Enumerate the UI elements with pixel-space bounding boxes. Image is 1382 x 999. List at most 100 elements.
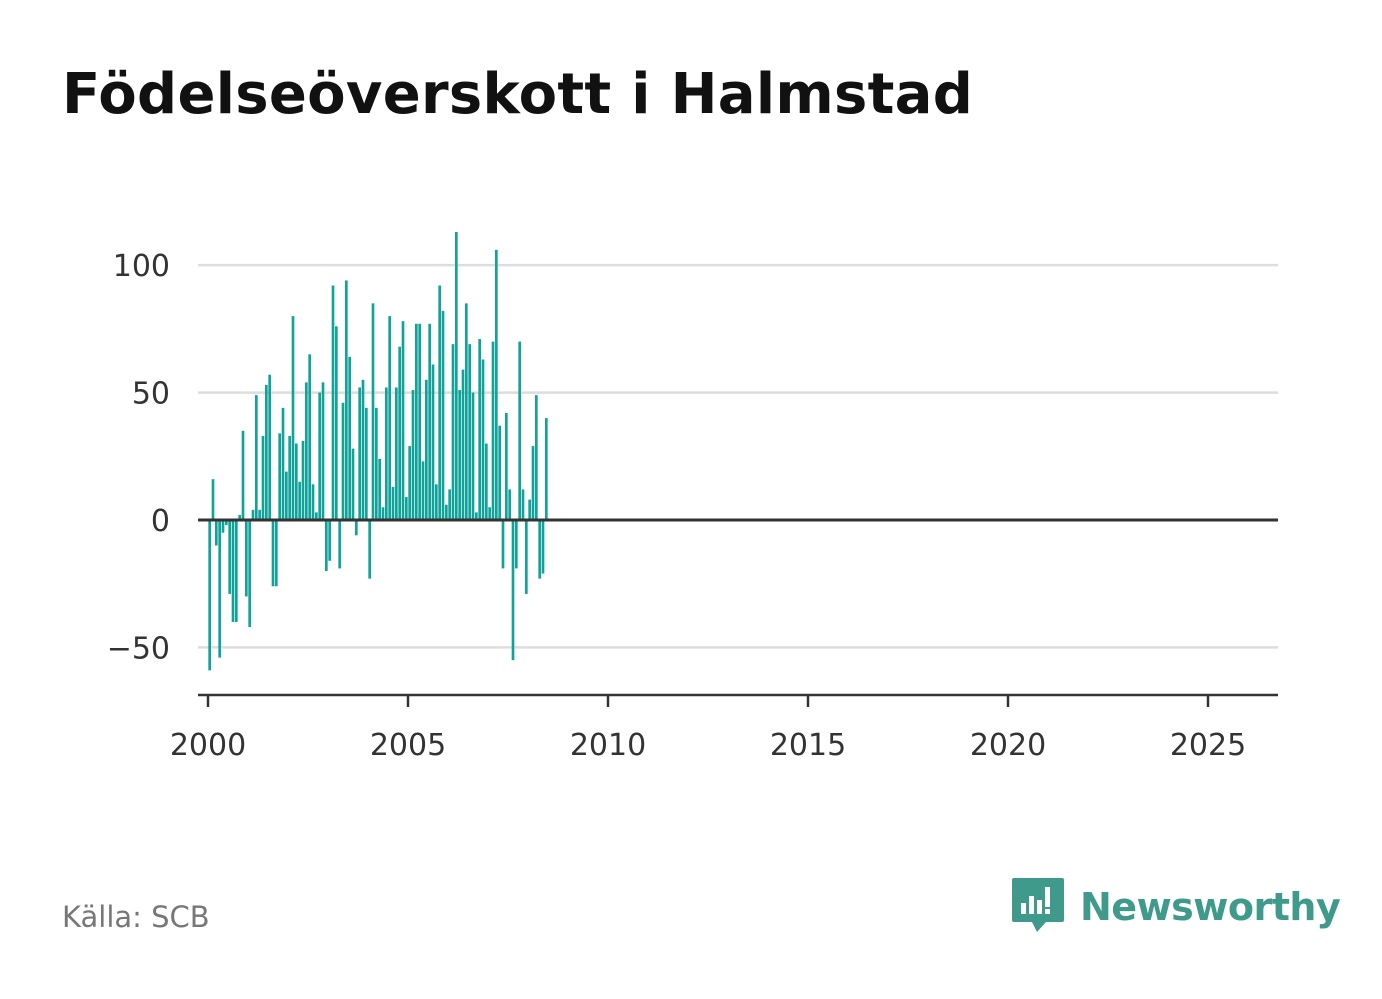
bar (331, 285, 335, 520)
bar (261, 435, 265, 520)
bar (468, 344, 471, 520)
bar (505, 412, 508, 520)
bar (315, 512, 318, 520)
bar (515, 520, 518, 569)
bar (445, 504, 448, 520)
bar (265, 384, 268, 520)
bar (215, 520, 218, 546)
bar (545, 418, 548, 520)
bar (251, 509, 255, 520)
x-tick-label: 2000 (170, 728, 246, 763)
bar (541, 520, 545, 574)
bar (418, 323, 421, 520)
bar (268, 374, 271, 520)
bar (388, 316, 391, 520)
bar (401, 321, 405, 520)
bar (235, 520, 238, 622)
bar (531, 446, 535, 520)
y-tick-label: 100 (113, 249, 170, 284)
bar (425, 379, 428, 520)
x-tick-label: 2025 (1170, 728, 1246, 763)
bar (298, 481, 301, 520)
bar (511, 520, 515, 661)
bar (221, 520, 225, 533)
x-tick-label: 2005 (370, 728, 446, 763)
bar (275, 520, 278, 587)
bar (335, 326, 338, 520)
bar (375, 407, 378, 520)
bar (381, 507, 385, 520)
bar (371, 303, 375, 520)
bar (431, 364, 435, 520)
bar (211, 479, 215, 520)
bar (471, 392, 475, 520)
bar (518, 341, 521, 520)
bar (358, 387, 361, 520)
bar (291, 316, 295, 520)
bar (461, 369, 465, 520)
bar (321, 382, 325, 520)
bar (525, 520, 528, 594)
bar (311, 484, 315, 520)
bar (408, 446, 411, 520)
bar (411, 390, 415, 520)
bar (528, 499, 531, 520)
y-tick-label: 0 (151, 504, 170, 539)
bar (501, 520, 505, 569)
bar (325, 520, 328, 571)
source-note: Källa: SCB (62, 900, 210, 934)
bar (341, 402, 345, 520)
bar (365, 407, 368, 520)
bar (308, 354, 311, 520)
bar (465, 303, 468, 520)
bar (231, 520, 235, 622)
bar (491, 341, 495, 520)
bar (288, 435, 291, 520)
bar (488, 507, 491, 520)
bar (421, 461, 425, 520)
bar (208, 520, 211, 671)
bar (535, 395, 538, 520)
bar (355, 520, 358, 536)
bar (278, 433, 281, 520)
bar (238, 514, 241, 520)
bar (391, 486, 395, 520)
bar (435, 484, 438, 520)
bar (521, 489, 525, 520)
bar (241, 430, 245, 520)
bar (328, 520, 331, 561)
bar (348, 356, 351, 520)
bar (258, 509, 261, 520)
newsworthy-logo-icon (1012, 878, 1064, 932)
x-tick-label: 2015 (770, 728, 846, 763)
bar (378, 458, 381, 520)
y-tick-label: −50 (107, 631, 170, 666)
bar (455, 232, 458, 520)
bar (228, 520, 231, 594)
bar (415, 323, 418, 520)
bar (398, 346, 401, 520)
bar (351, 448, 355, 520)
bar (345, 280, 348, 520)
bar (338, 520, 341, 569)
bar (295, 443, 298, 520)
bar (385, 387, 388, 520)
bar (451, 344, 455, 520)
bar (301, 440, 305, 520)
bar (248, 520, 251, 628)
bar (448, 489, 451, 520)
bar (361, 379, 365, 520)
y-tick-label: 50 (132, 377, 170, 412)
bar (428, 323, 431, 520)
bar (271, 520, 275, 587)
brand-name: Newsworthy (1080, 885, 1341, 929)
bar (218, 520, 221, 658)
newsworthy-brand[interactable]: Newsworthy (1010, 876, 1341, 938)
bar (281, 407, 285, 520)
bar (478, 339, 481, 520)
bar (305, 382, 308, 520)
x-tick-label: 2010 (570, 728, 646, 763)
bar (481, 359, 485, 520)
bar (441, 311, 445, 520)
bar (405, 497, 408, 520)
